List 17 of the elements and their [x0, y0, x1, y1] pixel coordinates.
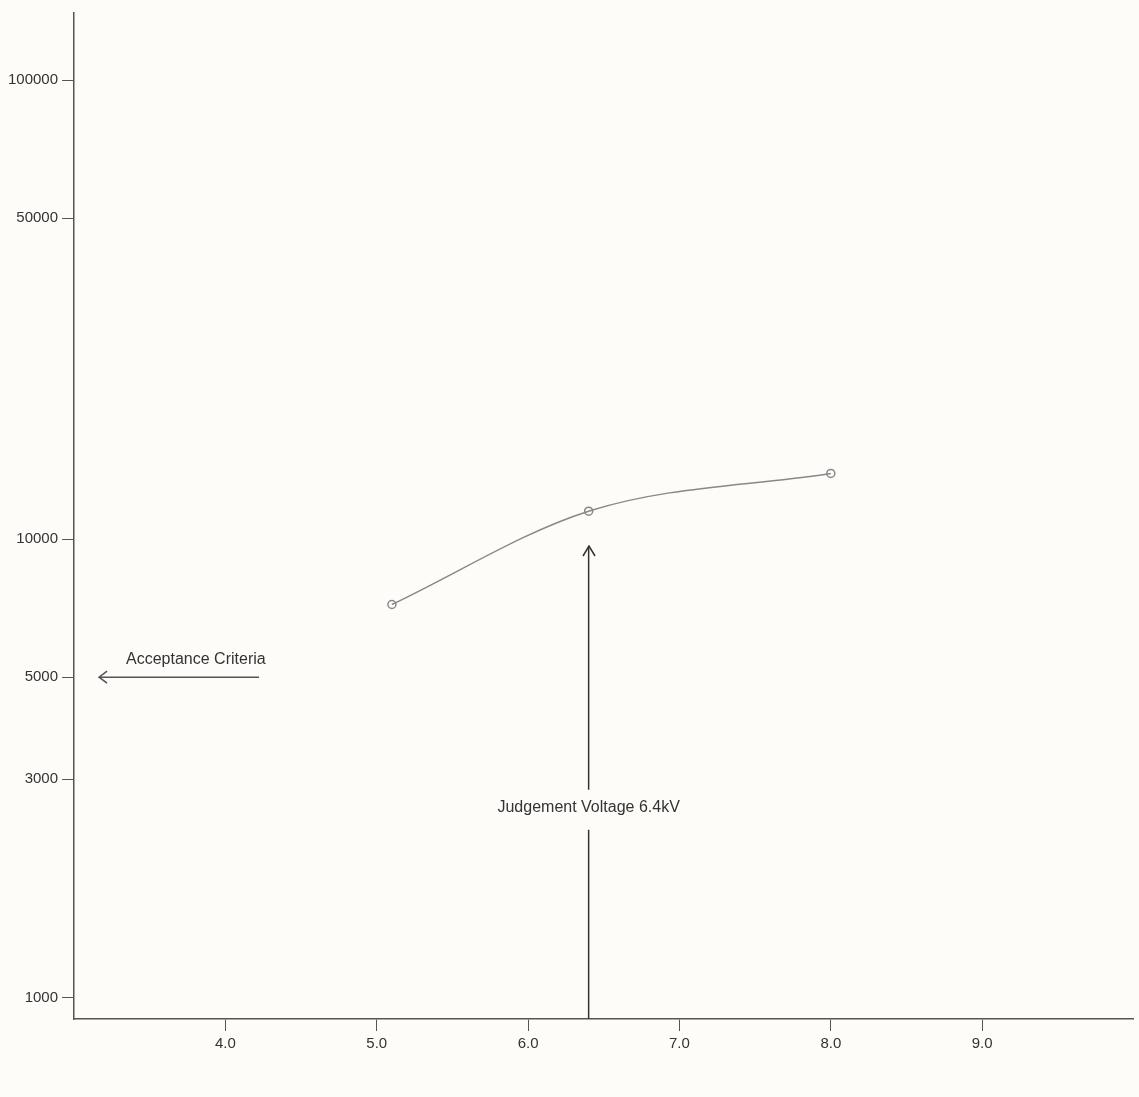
ref-line-label: Acceptance Criteria — [126, 649, 266, 667]
y-tick-label: 3000 — [24, 769, 59, 787]
y-tick-label: 50000 — [16, 208, 59, 226]
y-tick-label: 10000 — [16, 529, 59, 547]
x-tick-label: 5.0 — [366, 1034, 388, 1052]
y-tick-label: 1000 — [24, 988, 59, 1006]
point — [826, 468, 836, 479]
x-tick-label: 8.0 — [820, 1034, 842, 1052]
point — [387, 599, 397, 610]
ref-line-label: Judgement Voltage 6.4kV — [497, 798, 681, 816]
x-tick-label: 6.0 — [517, 1034, 539, 1052]
x-tick-label: 9.0 — [971, 1034, 993, 1052]
point — [583, 506, 594, 516]
x-tick-label: 4.0 — [214, 1034, 236, 1052]
x-tick-label: 7.0 — [669, 1034, 690, 1052]
y-tick-label: 100000 — [7, 70, 59, 88]
y-tick-label: 5000 — [24, 667, 59, 685]
